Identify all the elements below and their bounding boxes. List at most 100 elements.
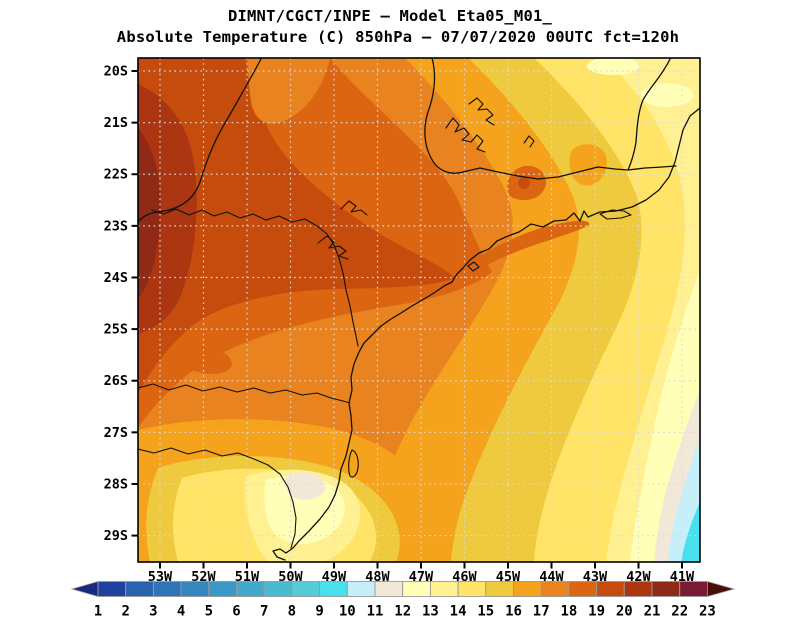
lagoon-araruama [599, 209, 632, 220]
colorbar-segment [568, 581, 598, 597]
y-tick-label: 25S [104, 322, 128, 338]
colorbar-segment [263, 581, 293, 597]
colorbar-above-arrow [707, 580, 736, 598]
x-tick-label: 53W [148, 569, 173, 585]
x-tick-label: 48W [365, 569, 390, 585]
island-florianopolis [348, 449, 359, 478]
x-tick-label: 49W [322, 569, 347, 585]
colorbar-segment [97, 581, 127, 597]
state-border-mg-rj [479, 165, 677, 180]
colorbar-label: 23 [699, 604, 716, 618]
river-squiggle-small [523, 135, 535, 148]
reservoir-furnas-b [468, 97, 495, 126]
colorbar-label: 9 [315, 604, 323, 618]
x-tick-label: 42W [626, 569, 651, 585]
state-border-sc-rs [138, 447, 297, 549]
temp-band-20 [138, 84, 197, 334]
cold-ring-12 [264, 475, 345, 545]
y-tick-label: 21S [104, 115, 128, 131]
y-axis-labels: 20S 21S 22S 23S 24S 25S 26S 27S 28S 29S [104, 64, 128, 545]
colorbar-label: 14 [450, 604, 467, 618]
colorbar-label: 7 [260, 604, 268, 618]
colorbar-label: 16 [505, 604, 522, 618]
page-title: DIMNT/CGCT/INPE – Model Eta05_M01_ [228, 7, 553, 25]
colorbar-segment [319, 581, 348, 597]
x-tick-label: 51W [235, 569, 260, 585]
colorbar-label: 21 [644, 604, 661, 618]
x-tick-label: 50W [278, 569, 303, 585]
coastal-warm-strip [454, 220, 590, 284]
reservoir-tiete [317, 235, 349, 260]
colorbar-label: 8 [288, 604, 296, 618]
x-tick-label: 43W [583, 569, 608, 585]
latlon-grid [138, 58, 700, 562]
colorbar-label: 13 [422, 604, 439, 618]
colorbar-label: 15 [477, 604, 494, 618]
colorbar-segment [346, 581, 376, 597]
colorbar-segment [291, 581, 321, 597]
colorbar-label: 18 [560, 604, 577, 618]
state-border-ms-sp [138, 58, 263, 223]
y-tick-label: 29S [104, 528, 128, 544]
colorbar-segment [679, 581, 708, 597]
colorbar-segment [152, 581, 182, 597]
colorbar-label: 1 [94, 604, 102, 618]
colorbar-segment [429, 581, 459, 597]
colorbar-label: 12 [394, 604, 411, 618]
x-tick-label: 46W [452, 569, 477, 585]
temp-wedge-17 [248, 58, 330, 124]
colorbar-segment [485, 581, 514, 597]
colorbar-segment [457, 581, 487, 597]
colorbar-segment [623, 581, 653, 597]
colorbar-label: 11 [367, 604, 384, 618]
y-tick-label: 20S [104, 64, 128, 80]
y-tick-label: 24S [104, 270, 128, 286]
colorbar-label: 3 [149, 604, 157, 618]
colorbar-label: 2 [121, 604, 129, 618]
y-tick-label: 27S [104, 425, 128, 441]
warm-spot-19-rio [518, 177, 530, 189]
temp-band-9 [681, 502, 700, 562]
colorbar-segment [180, 581, 210, 597]
colorbar-segment [513, 581, 542, 597]
reservoir-paranapanema [340, 200, 368, 216]
x-tick-label: 52W [191, 569, 216, 585]
colorbar-segment [236, 581, 265, 597]
colorbar-label: 6 [232, 604, 240, 618]
x-tick-label: 44W [539, 569, 564, 585]
colorbar-label: 17 [533, 604, 550, 618]
colorbar-segment [374, 581, 404, 597]
state-border-mg-es [627, 58, 672, 171]
state-border-pr-sc [138, 383, 351, 404]
colorbar-label: 4 [177, 604, 185, 618]
colorbar-below-arrow [70, 580, 99, 598]
island-ilhabela [467, 261, 480, 272]
reservoir-furnas-a [445, 117, 486, 153]
x-tick-label: 45W [496, 569, 521, 585]
colorbar-label: 22 [671, 604, 688, 618]
x-axis-labels: 53W 52W 51W 50W 49W 48W 47W 46W 45W 44W 43W 42W 41W [148, 569, 695, 585]
pale-spot-ne-a [587, 58, 639, 75]
pale-spot-ne-b [641, 83, 693, 107]
cold-core-11 [285, 472, 326, 500]
warm-patch-16-rio [569, 144, 607, 186]
colorbar-segment [596, 581, 625, 597]
temp-band-19 [138, 58, 456, 393]
state-border-sp-pr-river [151, 208, 359, 347]
axis-ticks [131, 70, 683, 569]
temp-band-21 [138, 128, 161, 298]
colorbar-segment [540, 581, 570, 597]
colorbar-segment [651, 581, 681, 597]
colorbar-label: 19 [588, 604, 605, 618]
y-tick-label: 28S [104, 476, 128, 492]
colorbar-segment [208, 581, 237, 597]
geography-outlines [138, 58, 700, 561]
colorbar-label: 10 [339, 604, 356, 618]
colorbar-label: 20 [616, 604, 633, 618]
colorbar-segment [125, 581, 154, 597]
colorbar: 1 2 3 4 5 6 7 8 9 10 11 12 13 14 15 16 17 18 19 20 21 22 23 [70, 580, 736, 618]
y-tick-label: 26S [104, 373, 128, 389]
page-subtitle: Absolute Temperature (C) 850hPa – 07/07/… [117, 28, 679, 46]
